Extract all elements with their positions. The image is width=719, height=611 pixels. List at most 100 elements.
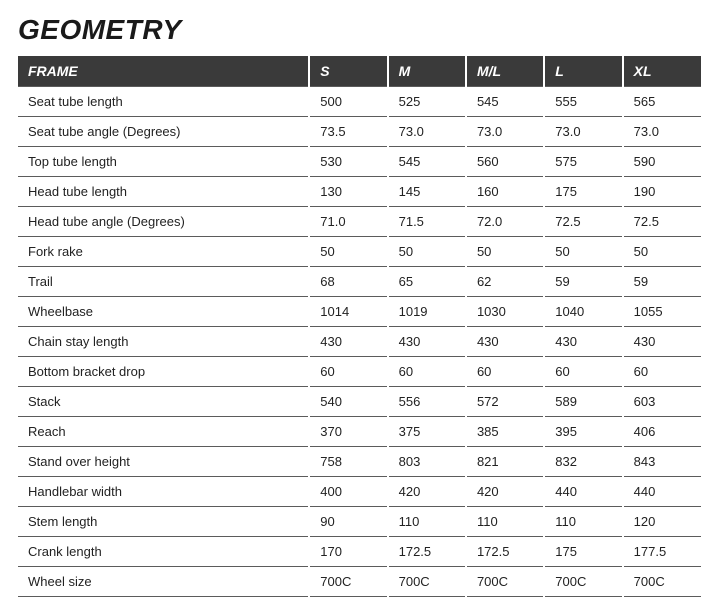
cell-value: 525 [388, 87, 466, 117]
cell-value: 60 [544, 357, 622, 387]
table-row: Wheelbase10141019103010401055 [18, 297, 701, 327]
header-size-ml: M/L [466, 56, 544, 87]
cell-value: 60 [388, 357, 466, 387]
cell-value: 565 [623, 87, 701, 117]
cell-value: 175 [544, 177, 622, 207]
cell-value: 832 [544, 447, 622, 477]
cell-value: 65 [388, 267, 466, 297]
cell-value: 59 [544, 267, 622, 297]
cell-value: 700C [544, 567, 622, 597]
cell-value: 700C [623, 567, 701, 597]
cell-value: 50 [544, 237, 622, 267]
cell-value: 375 [388, 417, 466, 447]
row-label: Head tube length [18, 177, 309, 207]
cell-value: 700C [466, 567, 544, 597]
cell-value: 62 [466, 267, 544, 297]
cell-value: 73.0 [466, 117, 544, 147]
table-header-row: FRAME S M M/L L XL [18, 56, 701, 87]
cell-value: 72.5 [623, 207, 701, 237]
cell-value: 1030 [466, 297, 544, 327]
cell-value: 530 [309, 147, 387, 177]
table-row: Chain stay length430430430430430 [18, 327, 701, 357]
table-row: Top tube length530545560575590 [18, 147, 701, 177]
cell-value: 560 [466, 147, 544, 177]
row-label: Stack [18, 387, 309, 417]
cell-value: 545 [388, 147, 466, 177]
cell-value: 120 [623, 507, 701, 537]
cell-value: 73.5 [309, 117, 387, 147]
row-label: Wheelbase [18, 297, 309, 327]
cell-value: 395 [544, 417, 622, 447]
table-row: Wheel size700C700C700C700C700C [18, 567, 701, 597]
cell-value: 73.0 [623, 117, 701, 147]
cell-value: 545 [466, 87, 544, 117]
cell-value: 190 [623, 177, 701, 207]
cell-value: 575 [544, 147, 622, 177]
cell-value: 420 [388, 477, 466, 507]
cell-value: 175 [544, 537, 622, 567]
row-label: Fork rake [18, 237, 309, 267]
table-row: Handlebar width400420420440440 [18, 477, 701, 507]
cell-value: 71.5 [388, 207, 466, 237]
table-row: Trail6865625959 [18, 267, 701, 297]
cell-value: 406 [623, 417, 701, 447]
table-body: Seat tube length500525545555565Seat tube… [18, 87, 701, 597]
header-frame: FRAME [18, 56, 309, 87]
row-label: Seat tube angle (Degrees) [18, 117, 309, 147]
cell-value: 430 [388, 327, 466, 357]
row-label: Trail [18, 267, 309, 297]
cell-value: 589 [544, 387, 622, 417]
cell-value: 440 [544, 477, 622, 507]
header-size-s: S [309, 56, 387, 87]
cell-value: 1014 [309, 297, 387, 327]
cell-value: 170 [309, 537, 387, 567]
cell-value: 160 [466, 177, 544, 207]
cell-value: 72.0 [466, 207, 544, 237]
cell-value: 71.0 [309, 207, 387, 237]
cell-value: 500 [309, 87, 387, 117]
cell-value: 1055 [623, 297, 701, 327]
cell-value: 50 [309, 237, 387, 267]
geometry-table: FRAME S M M/L L XL Seat tube length50052… [18, 56, 701, 597]
cell-value: 59 [623, 267, 701, 297]
table-row: Head tube angle (Degrees)71.071.572.072.… [18, 207, 701, 237]
cell-value: 700C [309, 567, 387, 597]
cell-value: 60 [466, 357, 544, 387]
row-label: Chain stay length [18, 327, 309, 357]
cell-value: 430 [544, 327, 622, 357]
cell-value: 50 [388, 237, 466, 267]
cell-value: 430 [623, 327, 701, 357]
header-size-m: M [388, 56, 466, 87]
cell-value: 758 [309, 447, 387, 477]
cell-value: 1019 [388, 297, 466, 327]
cell-value: 60 [309, 357, 387, 387]
cell-value: 172.5 [388, 537, 466, 567]
cell-value: 700C [388, 567, 466, 597]
cell-value: 130 [309, 177, 387, 207]
table-row: Bottom bracket drop6060606060 [18, 357, 701, 387]
cell-value: 1040 [544, 297, 622, 327]
cell-value: 50 [466, 237, 544, 267]
cell-value: 430 [309, 327, 387, 357]
table-row: Stem length90110110110120 [18, 507, 701, 537]
cell-value: 555 [544, 87, 622, 117]
cell-value: 440 [623, 477, 701, 507]
page-title: GEOMETRY [18, 14, 701, 46]
table-row: Seat tube length500525545555565 [18, 87, 701, 117]
cell-value: 556 [388, 387, 466, 417]
cell-value: 68 [309, 267, 387, 297]
cell-value: 110 [466, 507, 544, 537]
cell-value: 73.0 [544, 117, 622, 147]
header-size-xl: XL [623, 56, 701, 87]
cell-value: 50 [623, 237, 701, 267]
cell-value: 540 [309, 387, 387, 417]
cell-value: 172.5 [466, 537, 544, 567]
cell-value: 400 [309, 477, 387, 507]
row-label: Wheel size [18, 567, 309, 597]
cell-value: 803 [388, 447, 466, 477]
cell-value: 72.5 [544, 207, 622, 237]
table-row: Head tube length130145160175190 [18, 177, 701, 207]
header-size-l: L [544, 56, 622, 87]
row-label: Crank length [18, 537, 309, 567]
table-row: Seat tube angle (Degrees)73.573.073.073.… [18, 117, 701, 147]
